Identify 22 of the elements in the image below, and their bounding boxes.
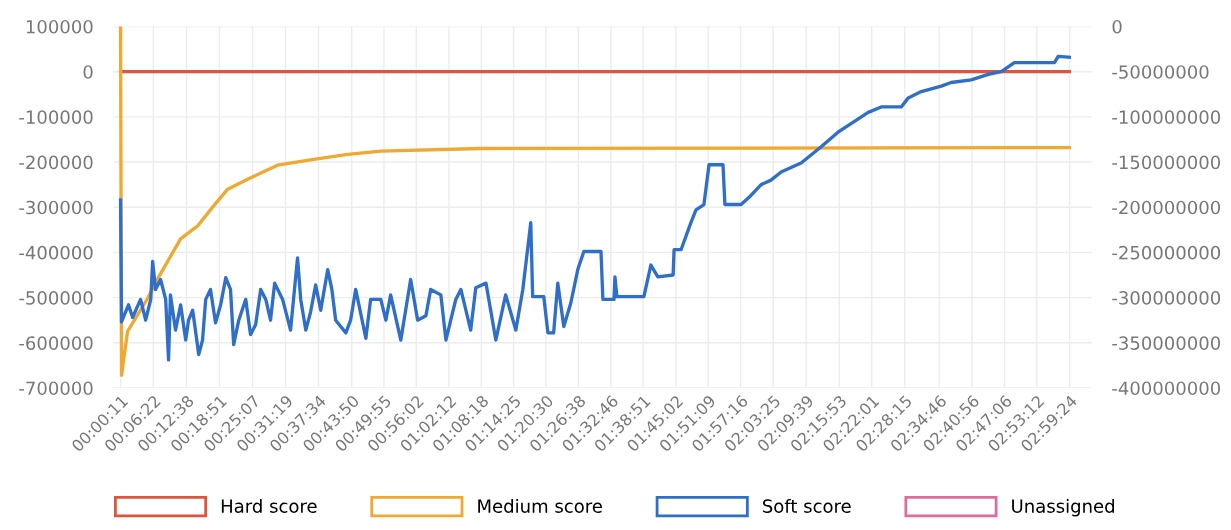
y-tick-label: -500000 [19,291,93,305]
y2-tick-label: -400000000 [1112,381,1221,396]
legend-label: Soft score [763,498,851,513]
y2-tick-label: -150000000 [1112,155,1221,170]
y2-tick-label: 0 [1112,19,1122,34]
y-tick-label: -100000 [19,110,93,124]
y-tick-label: -300000 [19,200,93,215]
y-tick-label: 100000 [26,19,93,34]
y2-tick-label: -350000000 [1112,336,1221,350]
y-tick-label: -400000 [19,245,93,260]
y2-tick-label: -200000000 [1112,200,1221,215]
y-tick-label: 0 [83,65,93,79]
y-tick-label: -600000 [19,336,93,350]
y2-tick-label: -50000000 [1112,65,1209,79]
y-tick-label: -200000 [19,155,93,170]
legend-label: Medium score [478,498,602,513]
y2-tick-label: -100000000 [1112,110,1221,124]
y-tick-label: -700000 [19,381,93,396]
y2-tick-label: -300000000 [1112,291,1221,305]
legend-label: Hard score [221,498,317,513]
y2-tick-label: -250000000 [1112,245,1221,260]
legend-label: Unassigned [1012,498,1114,517]
